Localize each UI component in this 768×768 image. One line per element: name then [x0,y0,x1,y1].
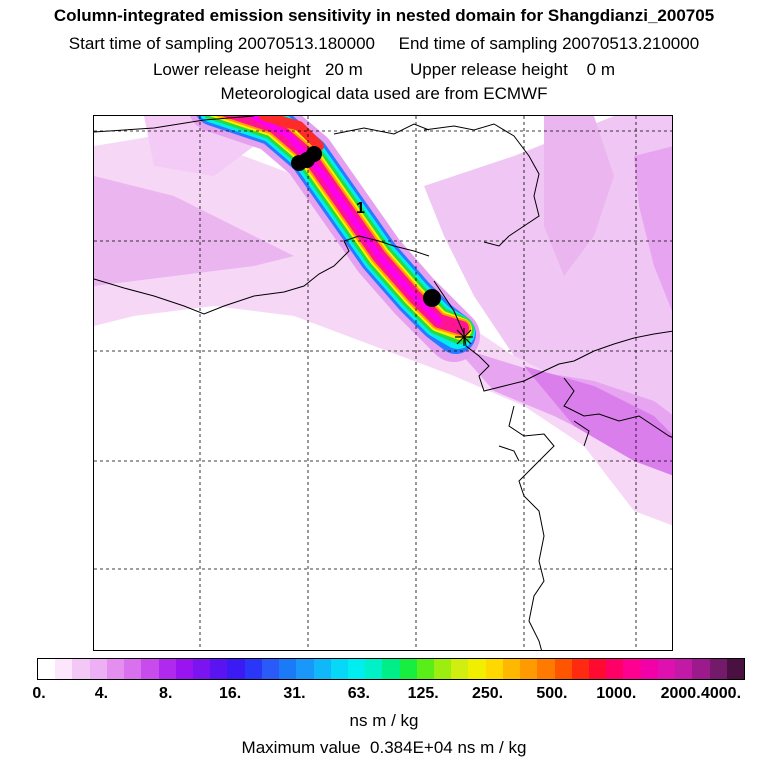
colorbar-swatch [313,659,331,679]
colorbar-swatch [709,659,727,679]
plot-title: Column-integrated emission sensitivity i… [53,6,715,25]
colorbar-swatch [692,659,710,679]
colorbar-ticks: 0. 4. 8. 16. 31. 63. 125. 250. 500. 1000. 2000. 400… [0,685,768,705]
colorbar-swatch [55,659,73,679]
colorbar-swatch [502,659,521,679]
colorbar-swatch [330,659,348,679]
colorbar-swatch [416,659,435,679]
colorbar-swatch [485,659,503,679]
colorbar-swatch [537,659,555,679]
colorbar-swatch [261,659,280,679]
colorbar-swatch [468,659,486,679]
colorbar-swatch [279,659,297,679]
colorbar-tick-label: 63. [347,685,370,702]
filled-circle-icon [423,289,441,307]
colorbar-swatch [675,659,693,679]
colorbar-tick-label: 4000. [700,685,742,702]
colorbar-tick-label: 8. [159,685,173,702]
colorbar-swatch [296,659,314,679]
contour-label: 1 [356,200,365,217]
colorbar-swatch [365,659,383,679]
meteo-source-line: Meteorological data used are from ECMWF [220,84,548,103]
colorbar-unit: ns m / kg [349,711,419,730]
colorbar-swatch [72,659,90,679]
colorbar-swatch [382,659,400,679]
colorbar-swatch [399,659,417,679]
colorbar-tick-label: 31. [283,685,306,702]
colorbar-swatch [210,659,228,679]
coastline [94,116,672,650]
colorbar-tick-label: 4. [94,685,109,702]
colorbar-tick-label: 250. [471,685,504,702]
colorbar-swatch [623,659,641,679]
colorbar-swatch [141,659,159,679]
colorbar-swatch [657,659,676,679]
plume [190,116,480,362]
colorbar [37,658,745,680]
colorbar-swatch [640,659,658,679]
colorbar-swatch [124,659,142,679]
colorbar-swatch [175,659,193,679]
colorbar-swatch [227,659,245,679]
sensitivity-field-light [94,116,672,526]
filled-circle-icon [306,146,322,162]
colorbar-swatch [434,659,452,679]
colorbar-swatch [89,659,107,679]
colorbar-swatch [244,659,262,679]
colorbar-swatch [38,659,56,679]
colorbar-swatch [520,659,538,679]
colorbar-swatch [158,659,176,679]
release-height-line: Lower release height 20 m Upper release … [152,60,616,79]
colorbar-tick-label: 2000. [660,685,701,702]
map-panel: 1 [93,115,673,651]
colorbar-tick-label: 1000. [596,685,637,702]
map-canvas: 1 [94,116,672,650]
colorbar-swatch [571,659,589,679]
colorbar-swatch [554,659,572,679]
grid-lines [94,116,672,650]
colorbar-swatch [589,659,607,679]
colorbar-swatch [106,659,125,679]
colorbar-swatch [726,659,744,679]
colorbar-tick-label: 16. [218,685,242,702]
colorbar-swatch [192,659,211,679]
colorbar-tick-label: 0. [32,685,46,702]
colorbar-swatch [347,659,366,679]
colorbar-tick-label: 500. [536,685,568,702]
sampling-time-line: Start time of sampling 20070513.180000 E… [68,34,700,53]
colorbar-swatch [451,659,469,679]
colorbar-swatch [606,659,624,679]
star-marker-icon [455,328,473,346]
trajectory-points [291,146,441,307]
max-value-label: Maximum value 0.384E+04 ns m / kg [241,738,527,757]
colorbar-tick-label: 125. [407,685,439,702]
